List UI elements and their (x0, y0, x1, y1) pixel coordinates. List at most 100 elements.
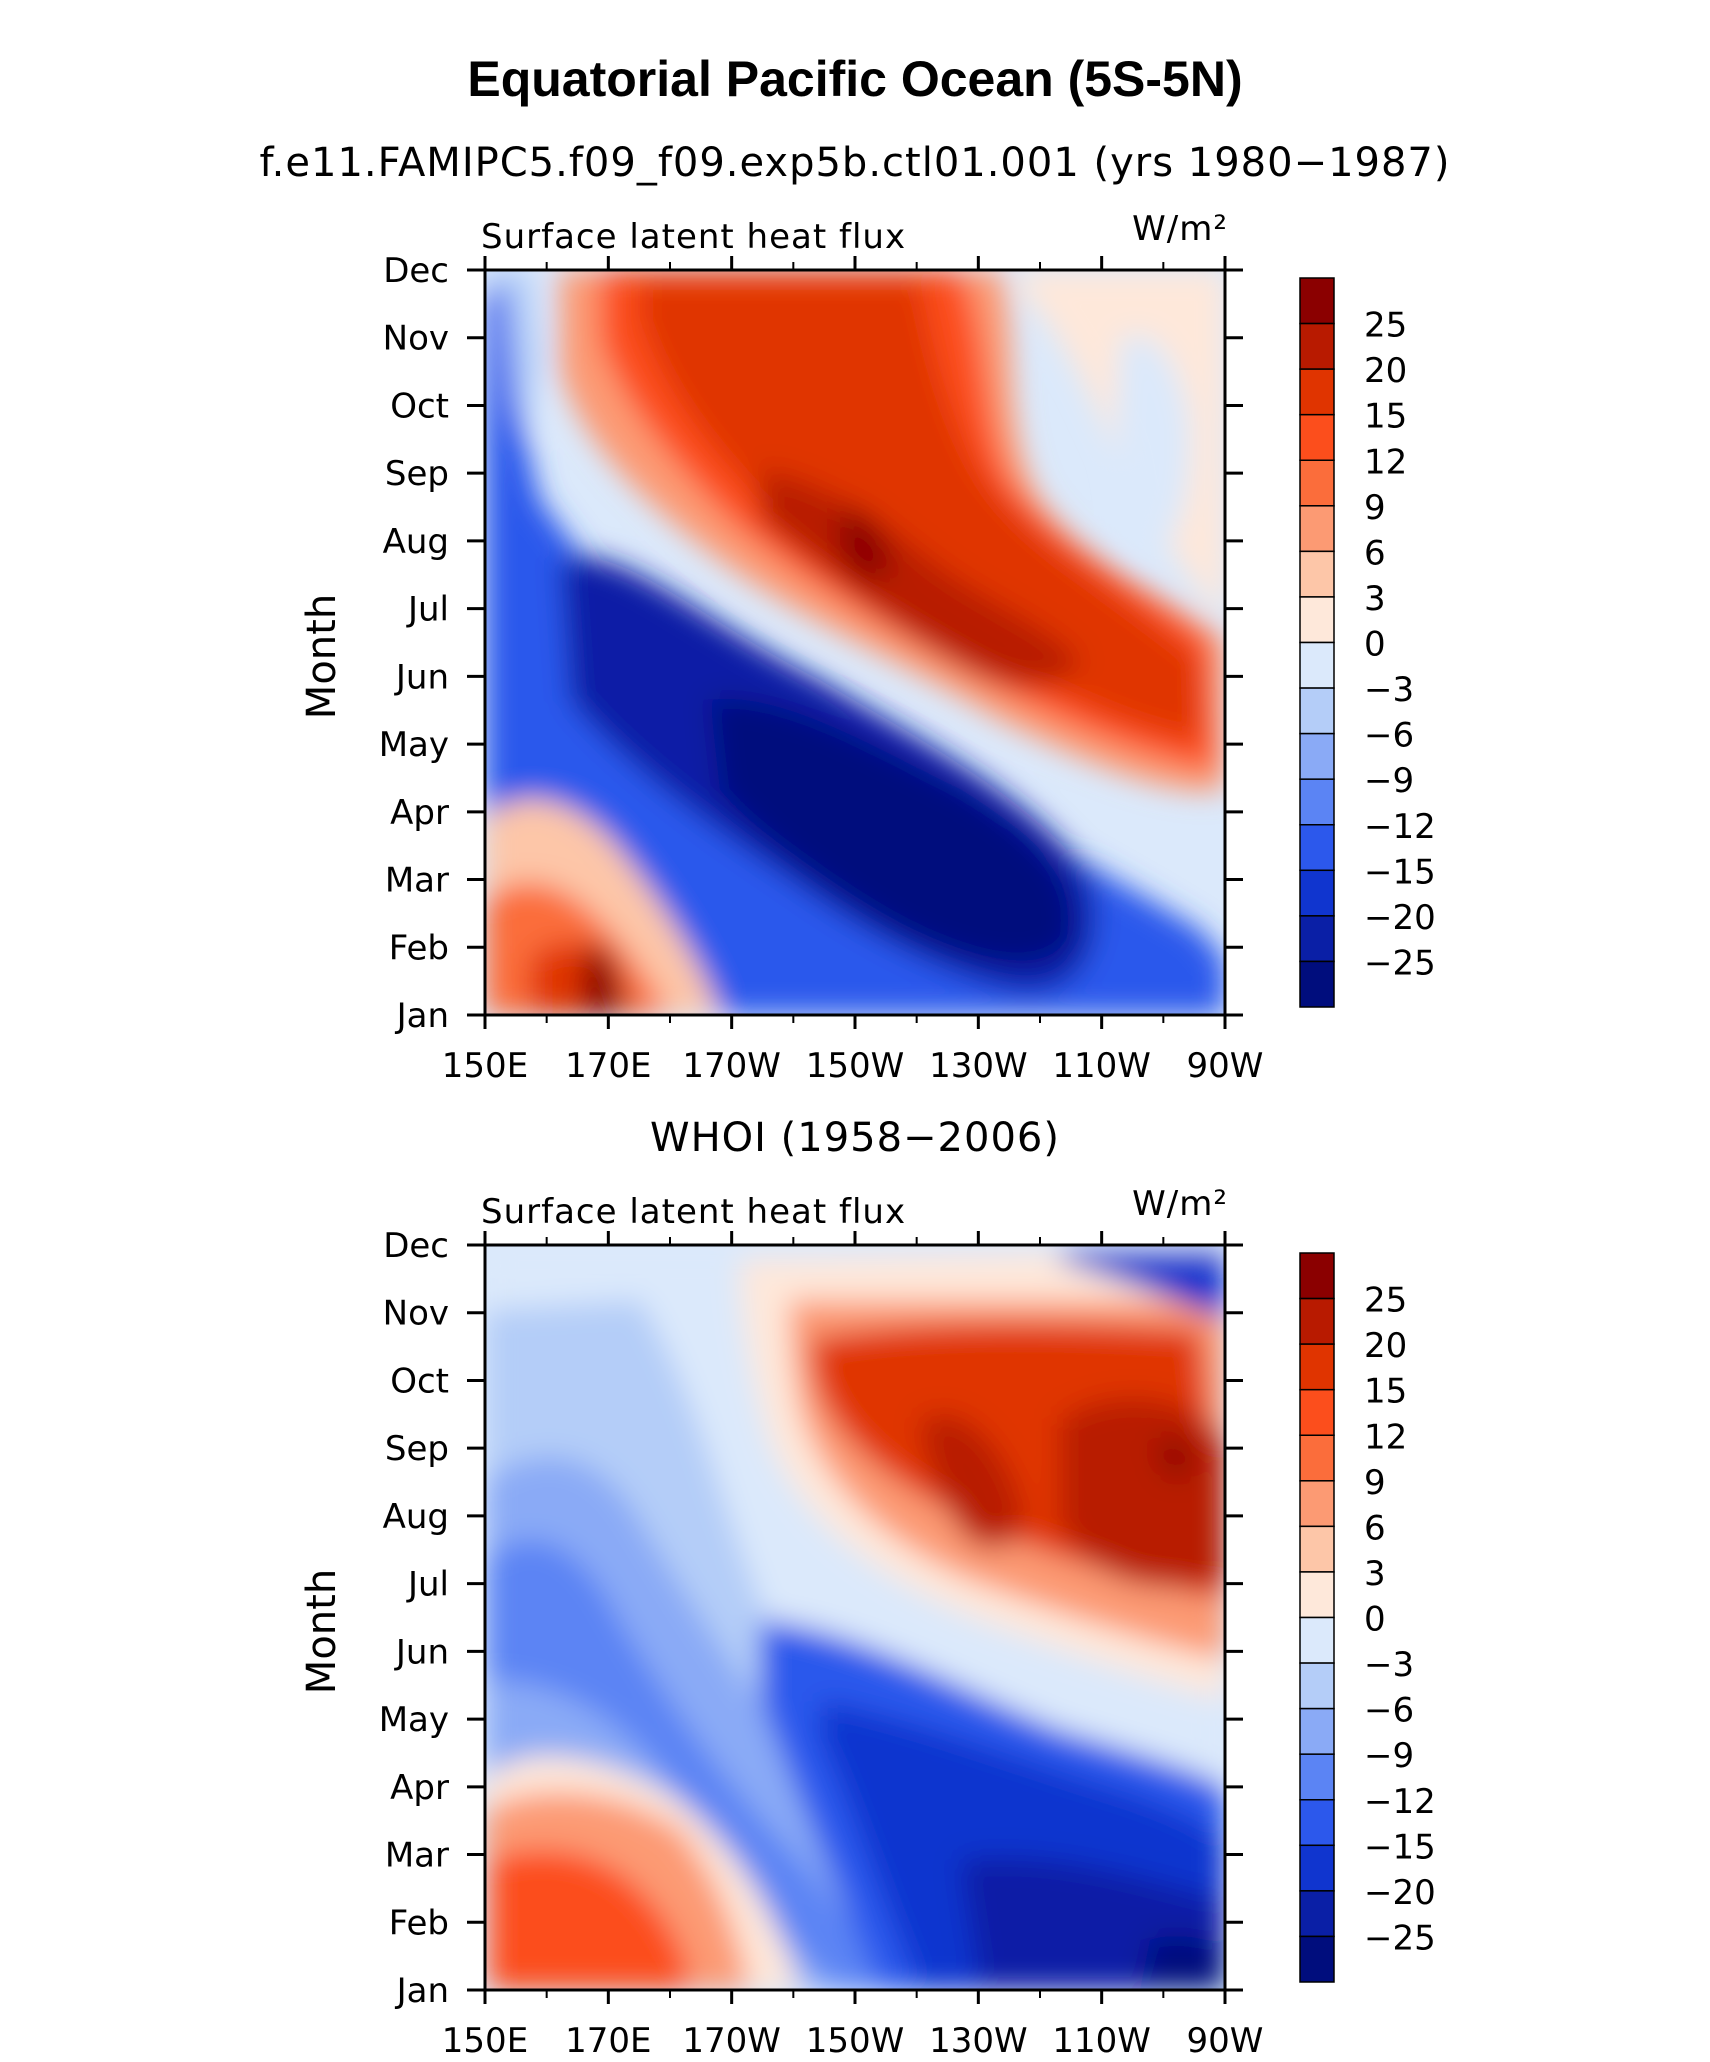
colorbar-box (1299, 505, 1335, 553)
colorbar-box (1299, 960, 1335, 1008)
x-tick-label: 150W (806, 2021, 905, 2061)
colorbar-label: 12 (1364, 442, 1407, 482)
y-tick-label: Apr (390, 1768, 449, 1808)
y-tick-label: Jul (406, 1565, 449, 1605)
main-title: Equatorial Pacific Ocean (5S-5N) (467, 51, 1243, 107)
colorbar-label: 3 (1364, 579, 1386, 619)
colorbar-box (1299, 869, 1335, 917)
y-tick-label: Jul (406, 590, 449, 630)
colorbar-label: 25 (1364, 306, 1407, 346)
panel-2-title: WHOI (1958−2006) (650, 1115, 1060, 1161)
colorbar-box (1299, 778, 1335, 826)
colorbar-label: −3 (1364, 670, 1414, 710)
x-tick-label: 150W (806, 1046, 905, 1086)
contour-region (1115, 334, 1191, 550)
y-tick-label: Oct (390, 1361, 449, 1401)
contour-region (920, 1414, 1022, 1548)
colorbar-box (1299, 1388, 1335, 1436)
colorbar-label: −9 (1364, 1736, 1414, 1776)
colorbar-label: 0 (1364, 1600, 1386, 1640)
heatmap-field (485, 1245, 1225, 1990)
variable-label: Surface latent heat flux (481, 1192, 906, 1232)
y-tick-label: May (379, 1700, 449, 1740)
y-tick-label: Mar (385, 1836, 449, 1876)
colorbar-box (1299, 1571, 1335, 1619)
colorbar-box (1299, 1662, 1335, 1710)
colorbar-label: −9 (1364, 761, 1414, 801)
x-tick-label: 150E (442, 2021, 528, 2061)
x-tick-label: 90W (1187, 2021, 1264, 2061)
colorbar-box (1299, 915, 1335, 963)
colorbar-label: −25 (1364, 943, 1436, 983)
colorbar-box (1299, 732, 1335, 780)
y-axis-label: Month (299, 1569, 345, 1694)
colorbar-label: 20 (1364, 1326, 1407, 1366)
colorbar-label: 6 (1364, 1508, 1386, 1548)
contour-region (485, 1540, 890, 1990)
colorbar-label: −12 (1364, 1782, 1436, 1822)
contour-region (1140, 1935, 1225, 1990)
colorbar-box (1299, 277, 1335, 325)
y-tick-label: Nov (383, 319, 449, 359)
colorbar-label: 9 (1364, 1463, 1386, 1503)
y-tick-label: Oct (390, 386, 449, 426)
x-tick-label: 150E (442, 1046, 528, 1086)
colorbar-box (1299, 1707, 1335, 1755)
y-tick-label: Dec (383, 1226, 449, 1266)
colorbar-label: 9 (1364, 488, 1386, 528)
x-tick-label: 170E (565, 2021, 651, 2061)
colorbar-box (1299, 1343, 1335, 1391)
x-axis: 150E 170E 170W 150W 130W 110W 90W (442, 1231, 1264, 2061)
y-tick-label: Jun (394, 657, 449, 697)
field-contours (485, 1245, 1225, 1990)
colorbar-box (1299, 1252, 1335, 1300)
x-tick-label: 90W (1187, 1046, 1264, 1086)
panel-1: 150E 170E 170W 150W 130W 110W 90W Jan Feb Mar Apr M… (299, 209, 1436, 1086)
colorbar-box (1299, 368, 1335, 416)
heatmap-field (485, 270, 1225, 1015)
panel-1-title: f.e11.FAMIPC5.f09_f09.exp5b.ctl01.001 (y… (259, 140, 1451, 186)
variable-label: Surface latent heat flux (481, 217, 906, 257)
x-tick-label: 110W (1052, 1046, 1151, 1086)
x-tick-label: 130W (929, 1046, 1028, 1086)
y-tick-label: Feb (389, 1903, 449, 1943)
colorbar: 25 20 15 12 9 6 3 0 −3 −6 −9 −12 −15 −20 −25 (1299, 1252, 1436, 1983)
y-tick-label: Aug (383, 1497, 449, 1537)
colorbar-box (1299, 550, 1335, 598)
colorbar-box (1299, 1935, 1335, 1983)
y-tick-label: Jan (395, 996, 449, 1036)
y-tick-label: Sep (385, 1429, 449, 1469)
colorbar-label: −15 (1364, 852, 1436, 892)
colorbar-box (1299, 1616, 1335, 1664)
panel-2: 150E 170E 170W 150W 130W 110W 90W Jan Feb Mar Apr M… (299, 1184, 1436, 2061)
y-tick-label: Aug (383, 522, 449, 562)
y-tick-label: Sep (385, 454, 449, 494)
colorbar-label: −12 (1364, 807, 1436, 847)
units-label: W/m² (1132, 1184, 1228, 1224)
y-tick-label: Nov (383, 1294, 449, 1334)
colorbar-box (1299, 1434, 1335, 1482)
contour-region (580, 944, 625, 1015)
colorbar-label: −20 (1364, 1873, 1436, 1913)
colorbar-box (1299, 1890, 1335, 1938)
colorbar-box (1299, 641, 1335, 689)
colorbar-box (1299, 1297, 1335, 1345)
y-tick-label: Dec (383, 251, 449, 291)
colorbar-label: −3 (1364, 1645, 1414, 1685)
colorbar-label: 12 (1364, 1417, 1407, 1457)
units-label: W/m² (1132, 209, 1228, 249)
contour-region (1060, 1250, 1225, 1320)
colorbar-label: 0 (1364, 625, 1386, 665)
colorbar-label: −15 (1364, 1827, 1436, 1867)
colorbar-label: 25 (1364, 1281, 1407, 1321)
y-axis: Jan Feb Mar Apr May Jun Jul Aug Sep Oct Nov Dec (379, 251, 1243, 1036)
colorbar-label: −20 (1364, 898, 1436, 938)
x-tick-label: 170W (682, 1046, 781, 1086)
y-tick-label: Jun (394, 1632, 449, 1672)
field-contours (485, 270, 1225, 1015)
y-tick-label: May (379, 725, 449, 765)
y-tick-label: Mar (385, 861, 449, 901)
colorbar-box (1299, 1844, 1335, 1892)
colorbar-label: 6 (1364, 533, 1386, 573)
colorbar-box (1299, 1480, 1335, 1528)
